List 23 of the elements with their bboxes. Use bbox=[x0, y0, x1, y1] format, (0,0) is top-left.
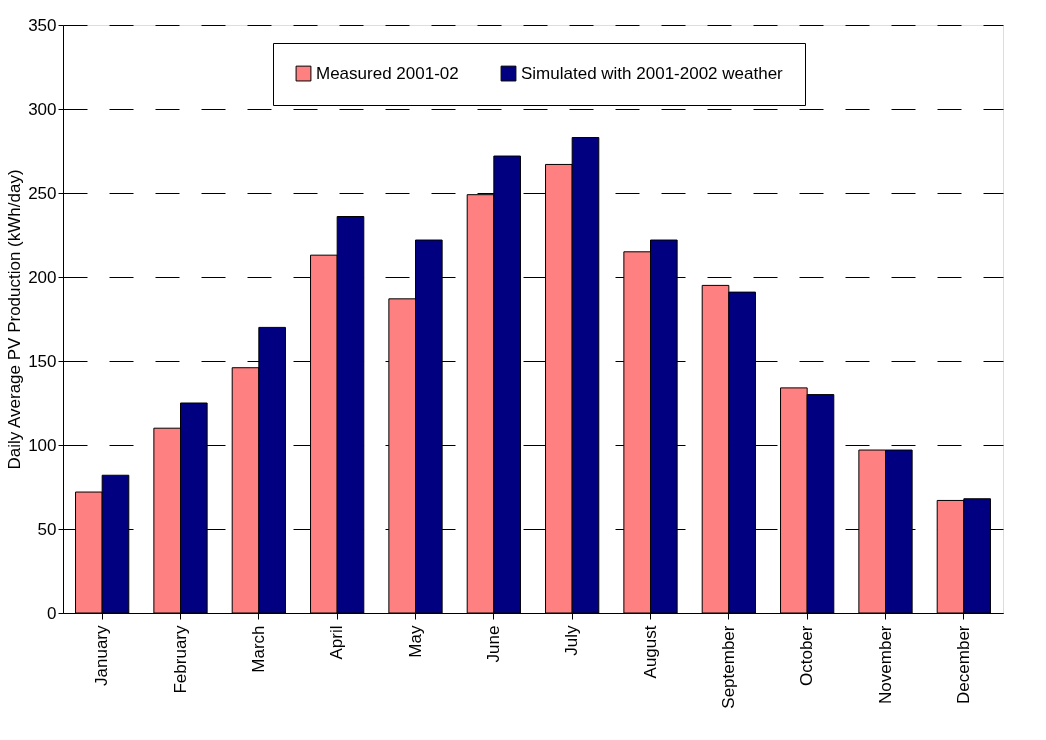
x-tick-label: March bbox=[248, 625, 268, 673]
y-tick-label: 50 bbox=[37, 519, 57, 539]
y-tick-label: 100 bbox=[28, 435, 57, 455]
y-tick-label: 0 bbox=[47, 603, 57, 623]
y-tick-label: 350 bbox=[28, 15, 57, 35]
legend-label: Simulated with 2001-2002 weather bbox=[521, 63, 784, 83]
x-tick-label: April bbox=[327, 625, 347, 660]
x-tick-label: October bbox=[797, 625, 817, 686]
x-tick-label: September bbox=[718, 625, 738, 709]
legend-label: Measured 2001-02 bbox=[316, 63, 459, 83]
y-tick-label: 250 bbox=[28, 183, 57, 203]
x-tick-label: July bbox=[562, 625, 582, 656]
x-tick-label: January bbox=[92, 625, 112, 686]
x-tick-label: December bbox=[953, 625, 973, 704]
x-tick-label: February bbox=[170, 625, 190, 694]
y-tick-label: 150 bbox=[28, 351, 57, 371]
x-tick-label: August bbox=[640, 625, 660, 679]
y-tick-label: 300 bbox=[28, 99, 57, 119]
x-tick-label: November bbox=[875, 625, 895, 704]
x-tick-label: June bbox=[483, 625, 503, 663]
y-tick-label: 200 bbox=[28, 267, 57, 287]
y-axis-title: Daily Average PV Production (kWh/day) bbox=[5, 169, 25, 470]
x-tick-label: May bbox=[405, 625, 425, 658]
